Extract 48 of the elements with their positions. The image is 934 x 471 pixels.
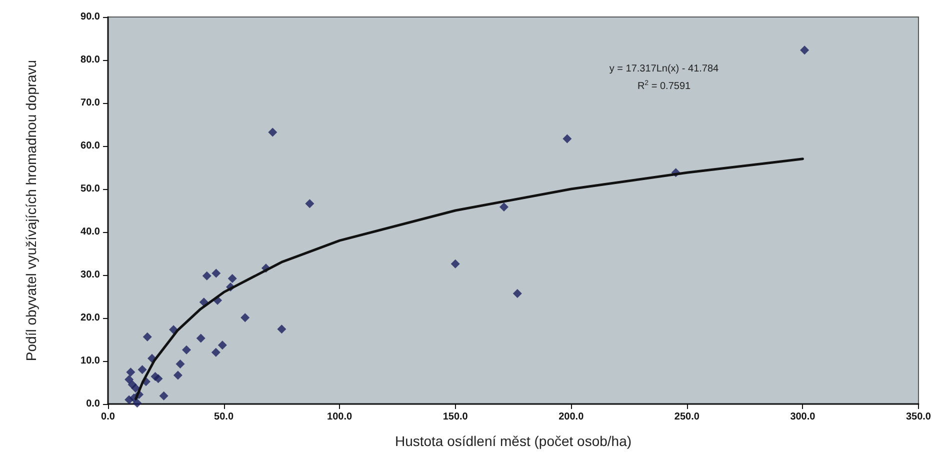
point	[562, 134, 572, 144]
point	[800, 46, 810, 55]
y-tick-label: 60.0	[80, 140, 100, 152]
y-tick-label: 80.0	[80, 54, 100, 66]
x-tick-label: 150.0	[442, 412, 468, 422]
point	[126, 368, 136, 377]
y-tick-label: 50.0	[80, 184, 100, 194]
point	[277, 324, 286, 334]
x-tick-label: 100.0	[327, 412, 353, 422]
y-tick-label: 10.0	[80, 356, 100, 366]
y-tick-label: 20.0	[80, 312, 100, 324]
x-tick-label: 50.0	[214, 412, 234, 422]
x-tick-label: 200.0	[558, 412, 584, 422]
point	[154, 374, 163, 384]
point	[124, 374, 134, 384]
point	[176, 360, 185, 369]
point	[138, 365, 147, 374]
y-axis-title: Podíl obyvatel využívajících hromadnou dopravu	[23, 60, 39, 362]
point	[202, 271, 212, 280]
x-tick-label: 250.0	[674, 412, 700, 422]
point	[305, 199, 314, 208]
point	[512, 288, 522, 298]
y-tick-label: 90.0	[80, 12, 100, 22]
point	[499, 202, 508, 212]
y-tick-label: 70.0	[80, 98, 100, 108]
y-tick-label: 0.0	[86, 398, 100, 410]
point	[268, 128, 278, 137]
point	[450, 259, 460, 268]
point	[199, 298, 208, 307]
point	[131, 384, 140, 393]
point	[173, 370, 182, 380]
y-tick-label: 30.0	[80, 270, 100, 280]
x-tick-label: 0.0	[101, 412, 116, 422]
point	[212, 268, 221, 278]
point	[240, 313, 250, 322]
point	[142, 332, 152, 342]
point	[211, 348, 220, 357]
point	[182, 345, 191, 354]
point	[159, 391, 168, 400]
point	[228, 274, 237, 283]
y-tick-label: 40.0	[80, 226, 100, 238]
point	[132, 398, 142, 408]
x-axis-title: Hustota osídlení měst (počet osob/ha)	[394, 433, 632, 449]
x-tick-label: 350.0	[906, 412, 932, 422]
point	[196, 334, 206, 343]
x-tick-label: 300.0	[790, 412, 816, 422]
point	[218, 340, 227, 350]
annotation: y = 17.317Ln(x) - 41.784	[609, 64, 720, 74]
